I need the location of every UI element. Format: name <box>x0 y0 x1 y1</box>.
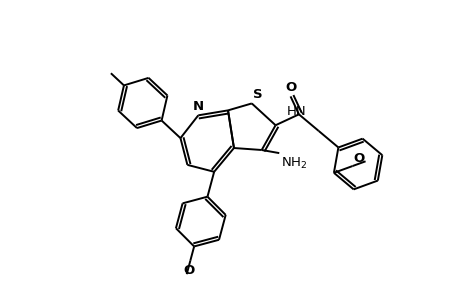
Text: S: S <box>252 88 262 101</box>
Text: HN: HN <box>286 105 306 118</box>
Text: O: O <box>353 152 364 165</box>
Text: O: O <box>284 81 296 94</box>
Text: O: O <box>183 264 195 277</box>
Text: N: N <box>192 100 203 113</box>
Text: NH$_2$: NH$_2$ <box>280 156 307 171</box>
